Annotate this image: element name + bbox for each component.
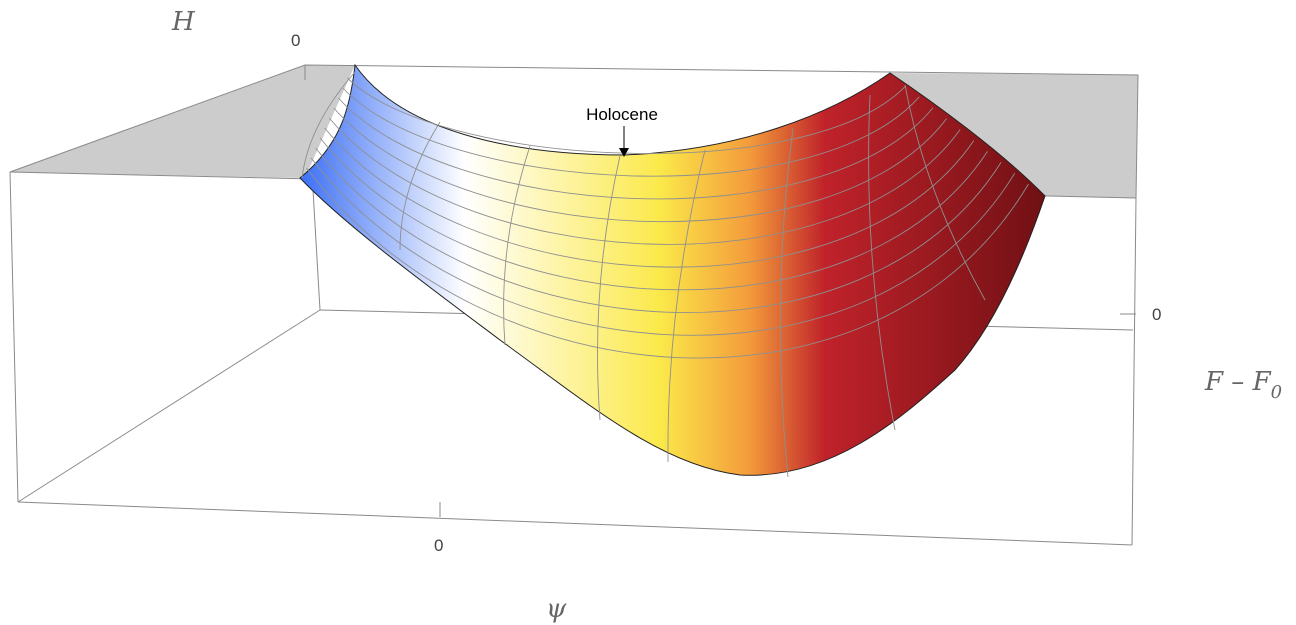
mesh-line-cross (301, 71, 356, 179)
mesh-line-valley (324, 127, 975, 268)
mesh-line-valley (315, 147, 1002, 313)
z-axis-label: H (171, 7, 196, 37)
mesh-line-cross (868, 94, 896, 431)
mesh-line-valley (306, 167, 1029, 359)
holocene-annotation: Holocene (586, 105, 658, 157)
box-edge-front-floor (17, 501, 1133, 546)
mesh-line-cross (667, 149, 706, 463)
surface (299, 63, 1046, 478)
holocene-label: Holocene (586, 105, 658, 124)
box-edge-left (9, 171, 19, 503)
surface-mesh (301, 71, 1029, 478)
top-face-left (10, 65, 355, 178)
axes-labels: H 0 0 F – F0 0 ψ (171, 7, 1282, 624)
box-edges-back (9, 64, 1139, 199)
mesh-line-cross (904, 84, 986, 301)
y-axis-label-subscript: 0 (1271, 382, 1282, 403)
top-face-right (890, 73, 1138, 198)
mesh-line-cross (597, 155, 621, 421)
mesh-line-cross (503, 145, 531, 346)
y-axis-tick-0: 0 (1152, 305, 1161, 324)
x-axis-tick-0: 0 (434, 536, 443, 555)
y-axis-label: F – F0 (1204, 367, 1282, 403)
mesh-line-valley (328, 117, 961, 245)
mesh-line-valley (338, 97, 934, 200)
x-axis-label: ψ (546, 594, 567, 624)
mesh-line-cross (399, 121, 441, 251)
box-edge-left-floor (17, 309, 321, 503)
surface-patch (299, 63, 1046, 476)
mesh-line-valley (333, 107, 947, 223)
y-axis-label-main: F – F (1204, 367, 1272, 397)
holocene-arrow-head (619, 148, 629, 157)
box-edge-right (1131, 197, 1137, 546)
mesh-line-valley (342, 87, 920, 177)
z-axis-tick-0: 0 (291, 31, 300, 50)
box-edge-inner-vertical (312, 189, 321, 311)
mesh-line-cross (779, 127, 794, 478)
mesh-line-valley (319, 137, 988, 291)
